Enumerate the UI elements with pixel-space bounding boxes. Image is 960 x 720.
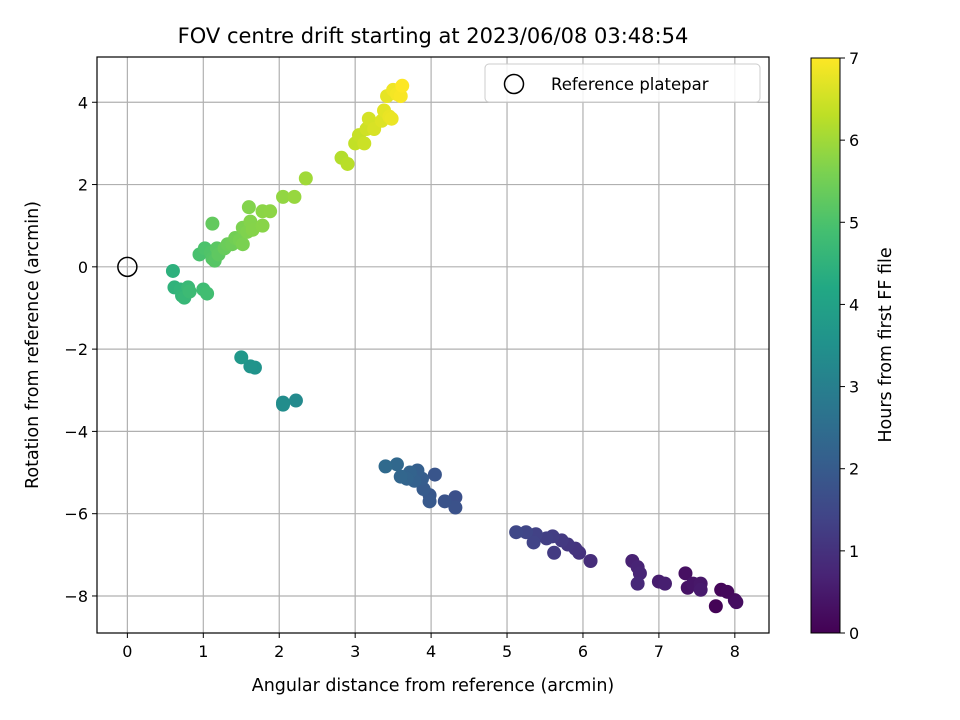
- scatter-points: [165, 78, 744, 614]
- legend: Reference platepar: [484, 63, 761, 103]
- y-tick-label: −2: [64, 340, 88, 359]
- scatter-point: [288, 393, 303, 408]
- scatter-point: [361, 111, 376, 126]
- colorbar-gradient: [811, 58, 840, 633]
- colorbar-frame: [810, 57, 841, 634]
- scatter-point: [427, 467, 442, 482]
- scatter-point: [422, 494, 437, 509]
- colorbar-ticks: 0 1 2 3 4 5 6 7: [840, 49, 859, 643]
- reference-marker: [117, 256, 138, 278]
- colorbar-tick-label: 2: [849, 460, 859, 479]
- scatter-point: [235, 237, 250, 252]
- scatter-point: [693, 582, 708, 597]
- scatter-point: [276, 189, 291, 204]
- y-axis-label: Rotation from reference (arcmin): [23, 201, 43, 489]
- scatter-point: [509, 525, 524, 540]
- grid-lines: [97, 57, 769, 633]
- y-axis-ticks: −8 −6 −4 −2 0 2 4: [64, 93, 97, 606]
- scatter-point: [630, 576, 645, 591]
- scatter-point: [519, 525, 534, 540]
- scatter-point: [416, 482, 431, 496]
- x-axis-label: Angular distance from reference (arcmin): [252, 676, 615, 696]
- scatter-point: [448, 490, 463, 505]
- colorbar-tick-label: 0: [849, 624, 859, 643]
- x-tick-label: 5: [502, 642, 512, 661]
- x-axis-ticks: 0 1 2 3 4 5 6 7 8: [122, 633, 740, 661]
- scatter-point: [657, 576, 672, 591]
- scatter-point: [255, 218, 270, 233]
- scatter-point: [276, 397, 291, 412]
- colorbar-tick-label: 7: [849, 49, 859, 68]
- scatter-point: [243, 359, 258, 374]
- colorbar-tick-label: 1: [849, 542, 859, 561]
- x-tick-label: 1: [198, 642, 208, 661]
- scatter-point: [678, 566, 693, 581]
- scatter-point: [547, 545, 562, 560]
- scatter-point: [393, 89, 408, 104]
- plot-frame: [96, 56, 770, 634]
- scatter-point: [526, 535, 541, 550]
- scatter-point: [437, 494, 452, 509]
- legend-marker-icon: [503, 73, 525, 95]
- scatter-point: [200, 286, 215, 301]
- scatter-point: [263, 204, 278, 219]
- x-tick-label: 4: [426, 642, 436, 661]
- x-tick-label: 2: [274, 642, 284, 661]
- colorbar-tick-label: 6: [849, 131, 859, 150]
- x-tick-label: 7: [654, 642, 664, 661]
- scatter-point: [298, 171, 313, 186]
- scatter-point: [708, 599, 723, 614]
- scatter-point: [357, 136, 372, 151]
- colorbar: 0 1 2 3 4 5 6 7 Hours from first FF file: [810, 49, 896, 643]
- scatter-point: [729, 595, 744, 610]
- y-tick-label: −6: [64, 505, 88, 524]
- x-tick-label: 3: [350, 642, 360, 661]
- y-tick-label: 4: [78, 93, 88, 112]
- scatter-point: [234, 350, 249, 365]
- scatter-point: [393, 469, 408, 484]
- y-tick-label: 2: [78, 176, 88, 195]
- y-tick-label: 0: [78, 258, 88, 277]
- chart-title: FOV centre drift starting at 2023/06/08 …: [178, 24, 689, 48]
- x-tick-label: 8: [730, 642, 740, 661]
- scatter-point: [583, 554, 598, 568]
- x-tick-label: 0: [122, 642, 132, 661]
- x-tick-label: 6: [578, 642, 588, 661]
- scatter-point: [205, 216, 220, 231]
- colorbar-tick-label: 5: [849, 213, 859, 232]
- scatter-point: [287, 189, 302, 204]
- scatter-point: [448, 500, 463, 515]
- legend-entry-reference: Reference platepar: [551, 75, 709, 94]
- reference-point: [117, 256, 138, 278]
- scatter-point: [539, 531, 554, 546]
- scatter-point: [182, 284, 197, 299]
- colorbar-label: Hours from first FF file: [876, 247, 896, 442]
- y-tick-label: −8: [64, 587, 88, 606]
- colorbar-tick-label: 4: [849, 295, 859, 314]
- colorbar-tick-label: 3: [849, 378, 859, 397]
- scatter-point: [165, 263, 180, 278]
- scatter-point: [378, 459, 393, 474]
- scatter-point: [395, 78, 410, 93]
- scatter-point: [389, 457, 404, 472]
- legend-box: [484, 63, 761, 103]
- y-tick-label: −4: [64, 422, 88, 441]
- scatter-point: [241, 200, 256, 215]
- scatter-point: [340, 156, 355, 171]
- scatter-point: [384, 111, 399, 126]
